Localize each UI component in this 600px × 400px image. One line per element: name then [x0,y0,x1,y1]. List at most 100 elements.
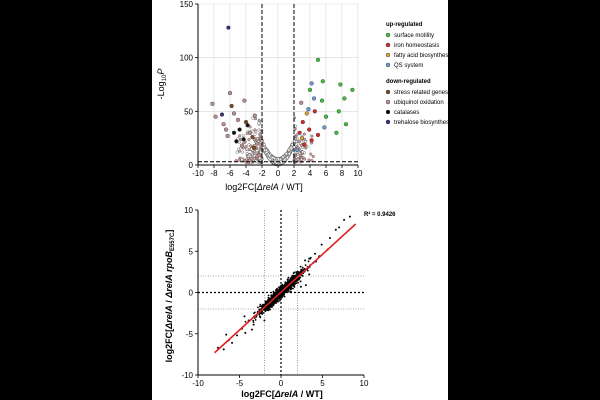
volcano-highlighted-point [311,96,317,101]
correlation-point [268,304,271,307]
volcano-point [268,154,272,158]
correlation-point [222,348,225,351]
correlation-point [259,316,262,319]
volcano-point [248,158,252,162]
correlation-point [348,215,351,218]
correlation-reference-lines [198,210,364,375]
correlation-point [231,341,234,344]
volcano-highlighted-point [315,57,321,62]
correlation-point [244,320,247,323]
correlation-point [271,295,274,298]
volcano-point [287,152,291,156]
correlation-point [293,276,296,279]
correlation-point [298,276,301,279]
correlation-point [264,310,267,313]
volcano-point [235,150,239,154]
volcano-highlighted-point [319,98,325,103]
correlation-point [299,285,302,288]
volcano-highlighted-point [226,25,231,30]
correlation-axes [195,209,365,378]
volcano-highlighted-point [242,98,247,103]
correlation-point [277,289,280,291]
correlation-point [258,313,261,316]
volcano-highlighted-point [219,112,225,117]
volcano-highlighted-point [223,127,229,132]
legend-item-label: surface motility [394,33,434,39]
legend-marker [385,62,391,68]
volcano-point [283,158,287,162]
volcano-cutoff-lines [198,4,358,165]
correlation-point [289,286,291,289]
volcano-x-tick-label: 4 [308,169,313,178]
volcano-x-tick-label: -4 [242,169,250,178]
correlation-point [264,300,267,303]
correlation-point [334,228,337,231]
volcano-highlighted-point [315,132,321,138]
volcano-highlighted-point [320,79,325,84]
volcano-point [252,138,256,142]
volcano-point [262,146,266,150]
legend-item-label: fatty acid biosynthesis [394,53,448,59]
volcano-y-tick-label: 50 [184,107,193,116]
volcano-highlighted-point [231,130,237,135]
volcano-highlighted-point [229,103,234,109]
volcano-point [292,145,296,149]
volcano-highlighted-point [297,130,302,135]
volcano-legend: up-regulated surface motility iron homeost… [385,22,448,126]
correlation-point [265,307,268,309]
correlation-point [279,287,282,290]
volcano-point [257,153,261,157]
correlation-point [253,312,255,315]
volcano-highlighted-point [309,81,314,86]
volcano-point [244,145,248,149]
correlation-point [280,294,283,297]
correlation-point [252,321,255,324]
figure-panel: -10 -8 -6 -4 -2 0 2 4 6 8 10 0 50 100 150 log2FC[ΔrelA… [152,0,448,400]
correlation-point [293,274,296,277]
volcano-highlighted-point [227,90,233,96]
volcano-point [294,124,298,128]
volcano-point [287,148,291,152]
volcano-point [309,152,313,156]
correlation-point [273,300,276,303]
legend-marker [385,52,391,58]
volcano-x-tick-label: -8 [210,169,218,178]
correlation-points [216,215,351,351]
volcano-point [257,121,261,125]
volcano-point [310,159,314,163]
correlation-point [269,308,271,311]
correlation-y-tick-label: 10 [184,206,193,215]
volcano-point [302,132,306,136]
correlation-point [296,272,299,275]
correlation-point [285,289,288,292]
volcano-highlighted-point [336,109,341,114]
correlation-point [283,295,286,298]
correlation-point [236,334,239,337]
volcano-highlighted-point [307,127,312,132]
volcano-points [210,25,355,167]
volcano-point [307,158,311,162]
correlation-point [254,318,257,321]
correlation-point [267,296,270,299]
volcano-point [245,147,249,151]
correlation-point [267,307,270,310]
correlation-point [269,298,272,300]
volcano-x-tick-label: 0 [276,169,281,178]
correlation-point [257,306,259,309]
correlation-point [287,287,290,290]
correlation-point [287,276,290,279]
legend-item-label: iron homeostasis [394,43,439,49]
correlation-point [278,298,281,300]
volcano-y-tick-label: 150 [180,0,194,9]
correlation-point [276,290,279,293]
legend-marker [385,42,391,48]
correlation-point [304,264,307,267]
volcano-x-tick-label: 8 [340,169,345,178]
volcano-point [258,156,262,160]
volcano-point [253,132,257,136]
legend-item-label: catalases [394,110,419,116]
volcano-point [290,143,294,147]
volcano-point [237,147,241,151]
correlation-point [280,284,282,287]
